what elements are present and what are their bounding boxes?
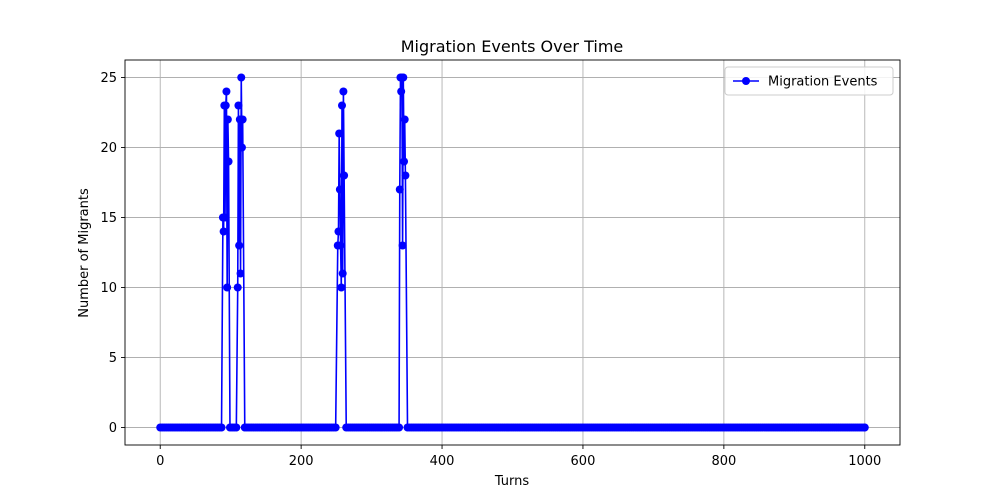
x-axis-label: Turns: [494, 474, 530, 489]
data-point: [236, 269, 245, 278]
legend: Migration Events: [724, 66, 894, 96]
data-point: [397, 87, 406, 96]
data-point: [223, 283, 232, 292]
data-point: [234, 101, 243, 110]
data-point: [233, 283, 242, 292]
x-tick-label: 0: [156, 454, 164, 469]
data-point: [217, 423, 226, 432]
legend-box: [724, 66, 894, 96]
data-point: [237, 143, 246, 152]
y-tick-label: 25: [100, 71, 117, 86]
data-point: [336, 241, 345, 250]
data-point: [232, 423, 241, 432]
plot-frame: [124, 59, 901, 446]
data-point: [335, 185, 344, 194]
series-layer: [156, 73, 869, 432]
legend-marker: [742, 77, 750, 85]
data-point: [339, 87, 348, 96]
data-point: [219, 227, 228, 236]
data-point: [223, 115, 232, 124]
data-point: [395, 185, 404, 194]
x-tick-label: 200: [289, 454, 314, 469]
data-point: [235, 241, 244, 250]
data-point: [238, 115, 247, 124]
y-tick-label: 0: [109, 421, 117, 436]
ticks: 0 200 400 600 800 1000 0 5 10 15 20 25: [100, 71, 881, 469]
y-tick-label: 15: [100, 211, 117, 226]
data-point: [338, 101, 346, 110]
data-point: [400, 115, 409, 124]
data-point: [331, 423, 340, 432]
data-point: [222, 87, 231, 96]
data-point: [340, 171, 349, 180]
data-point: [335, 129, 344, 138]
data-point: [400, 157, 408, 166]
legend-label: Migration Events: [768, 75, 878, 90]
data-point: [337, 283, 346, 292]
y-tick-label: 20: [100, 141, 117, 156]
data-point: [221, 213, 230, 222]
data-point: [401, 171, 410, 180]
x-tick-label: 600: [571, 454, 596, 469]
data-point: [399, 73, 408, 82]
data-point: [860, 423, 869, 432]
y-tick-label: 10: [100, 281, 117, 296]
series-line: [160, 76, 865, 429]
data-point: [224, 157, 233, 166]
data-point: [398, 241, 407, 250]
x-tick-label: 1000: [848, 454, 881, 469]
chart-title: Migration Events Over Time: [401, 37, 624, 56]
data-point: [221, 101, 230, 110]
x-tick-label: 400: [430, 454, 455, 469]
data-point: [338, 269, 347, 278]
data-point: [395, 423, 404, 432]
data-point: [237, 73, 246, 82]
data-point: [334, 227, 343, 236]
y-tick-label: 5: [109, 351, 117, 366]
x-tick-label: 800: [711, 454, 736, 469]
y-axis-label: Number of Migrants: [77, 188, 92, 318]
